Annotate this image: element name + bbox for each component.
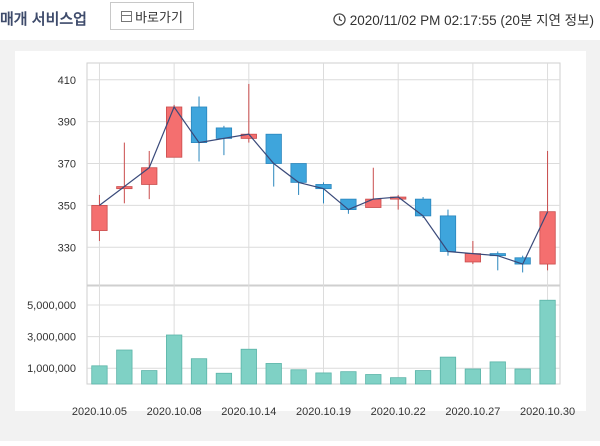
volume-bar: [116, 349, 133, 385]
volume-bar: [315, 372, 332, 385]
candle-body: [464, 253, 481, 263]
volume-bar: [290, 369, 307, 385]
date-tick-label: 2020.10.08: [147, 406, 202, 418]
shortcut-button[interactable]: 바로가기: [110, 2, 194, 30]
header: 매개 서비스업 바로가기 2020/11/02 PM 02:17:55 (20분…: [0, 0, 600, 40]
date-tick-label: 2020.10.05: [72, 406, 127, 418]
volume-bar: [489, 361, 506, 385]
price-tick-label: 350: [58, 200, 76, 212]
volume-bar: [365, 374, 382, 385]
candle-body: [414, 198, 432, 217]
volume-bar: [166, 334, 183, 385]
close-price-line: [99, 105, 549, 265]
candle-body: [265, 133, 282, 164]
candle-body: [215, 127, 233, 139]
volume-tick-label: 3,000,000: [27, 332, 76, 344]
shortcut-label: 바로가기: [135, 9, 183, 25]
date-tick-label: 2020.10.19: [296, 406, 351, 418]
date-tick-label: 2020.10.14: [221, 406, 276, 418]
volume-bar: [514, 368, 531, 385]
volume-bar: [439, 356, 457, 385]
clock-icon: [333, 12, 346, 26]
volume-bar: [414, 370, 432, 385]
timestamp: 2020/11/02 PM 02:17:55 (20분 지연 정보): [333, 9, 594, 29]
price-tick-label: 330: [58, 242, 76, 254]
volume-bar: [340, 371, 357, 385]
volume-bar: [390, 377, 407, 385]
candle-body: [290, 163, 307, 183]
date-tick-label: 2020.10.27: [445, 406, 500, 418]
window-icon: [121, 10, 133, 22]
candle-body: [315, 184, 332, 190]
volume-bar: [190, 358, 208, 385]
date-tick-label: 2020.10.30: [520, 406, 575, 418]
price-tick-label: 390: [58, 117, 76, 129]
page-title: 매개 서비스업: [0, 11, 87, 28]
candle-body: [365, 198, 382, 208]
price-tick-label: 370: [58, 159, 76, 171]
volume-bar: [91, 365, 108, 385]
volume-bar: [464, 368, 481, 385]
candle-body: [439, 215, 457, 252]
volume-tick-label: 1,000,000: [27, 363, 76, 375]
volume-tick-label: 5,000,000: [27, 300, 76, 312]
timestamp-text: 2020/11/02 PM 02:17:55 (20분 지연 정보): [349, 13, 594, 28]
price-tick-label: 410: [58, 75, 76, 87]
candle-body: [190, 106, 208, 143]
candlestick-chart: 330 350 370 390 410 1,000,000 3,000,000 5,000,…: [15, 51, 586, 418]
volume-bar: [215, 372, 233, 385]
date-tick-label: 2020.10.22: [371, 406, 426, 418]
volume-bar: [265, 363, 282, 385]
candle-body: [141, 167, 158, 185]
chart-area: 330 350 370 390 410 1,000,000 3,000,000 5,000,…: [0, 40, 600, 441]
candle-body: [91, 205, 108, 231]
volume-bar: [539, 299, 556, 385]
volume-bar: [141, 370, 158, 385]
candle-body: [539, 211, 556, 265]
volume-bar: [240, 348, 257, 385]
